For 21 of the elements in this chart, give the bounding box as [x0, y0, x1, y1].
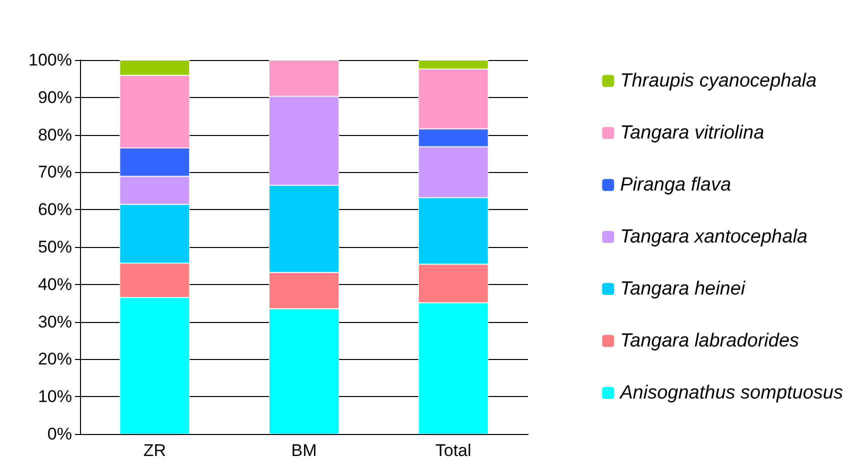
y-tick-label: 90% — [38, 88, 72, 107]
y-tick-label: 40% — [38, 274, 72, 294]
legend-label: Tangara xantocephala — [620, 226, 808, 248]
legend-label: Tangara labradorides — [620, 330, 800, 352]
legend-label: Tangara vitriolina — [620, 122, 764, 144]
x-tick-label: BM — [291, 441, 317, 460]
y-tick-label: 10% — [38, 387, 72, 406]
legend-label: Thraupis cyanocephala — [620, 70, 817, 92]
y-tick-label: 0% — [47, 424, 72, 444]
legend-label: Anisognathus somptuosus — [619, 382, 844, 404]
y-tick-label: 60% — [38, 200, 72, 220]
legend-label: Tangara heinei — [620, 278, 746, 300]
x-tick-label: Total — [435, 441, 472, 460]
x-tick-label: ZR — [143, 441, 166, 460]
y-tick-label: 100% — [28, 50, 72, 70]
y-tick-label: 30% — [38, 312, 72, 332]
y-tick-label: 20% — [38, 350, 72, 369]
y-tick-label: 50% — [38, 238, 72, 256]
legend-label: Piranga flava — [620, 174, 732, 196]
y-tick-label: 70% — [38, 162, 72, 182]
y-tick-label: 80% — [38, 125, 72, 144]
